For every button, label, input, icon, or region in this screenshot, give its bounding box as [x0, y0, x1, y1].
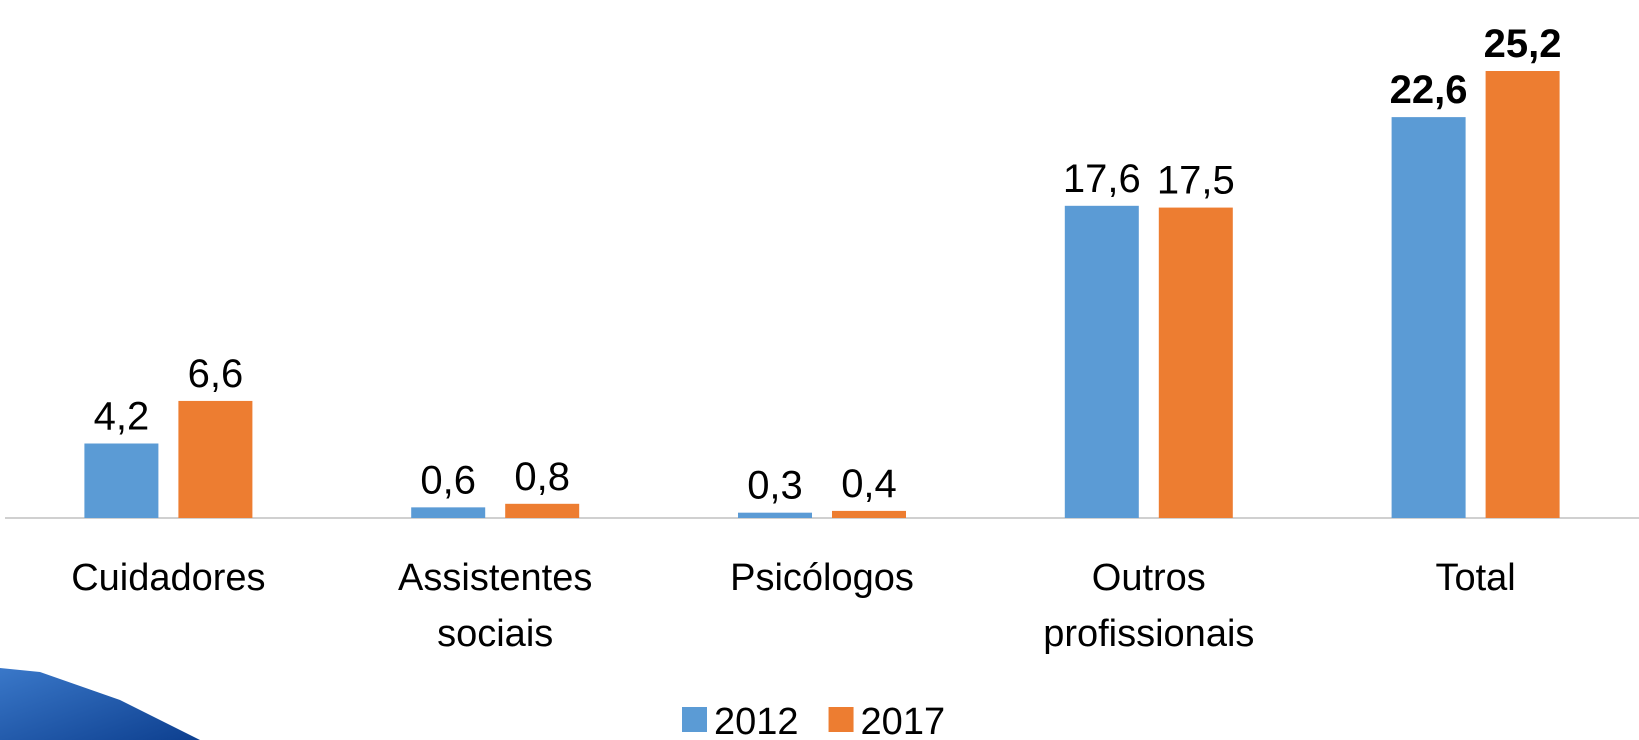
x-tick-label: Assistentes sociais — [370, 550, 620, 662]
x-tick-label: Cuidadores — [43, 550, 293, 606]
bar — [84, 444, 158, 519]
bar — [1486, 71, 1560, 518]
bar — [738, 513, 812, 518]
bar — [1392, 117, 1466, 518]
bar — [505, 504, 579, 518]
bar — [1065, 206, 1139, 518]
data-label: 6,6 — [188, 352, 244, 396]
bar — [178, 401, 252, 518]
chart-page: 4,2 6,6 0,6 0,8 0,3 0,4 17,6 17,5 22,6 25,2 2012 20… — [0, 0, 1639, 740]
legend-label: 2012 — [714, 701, 799, 740]
x-tick-label: Psicólogos — [697, 550, 947, 606]
data-label: 25,2 — [1484, 22, 1562, 66]
chart: 4,2 6,6 0,6 0,8 0,3 0,4 17,6 17,5 22,6 25,2 2012 20… — [0, 0, 1639, 740]
bar — [832, 511, 906, 518]
legend-swatch — [829, 707, 854, 732]
x-tick-label: Outros profissionais — [1024, 550, 1274, 662]
x-tick-label: Total — [1351, 550, 1601, 606]
bar — [1159, 208, 1233, 518]
bar — [411, 507, 485, 518]
data-label: 4,2 — [94, 395, 150, 439]
legend-label: 2017 — [861, 701, 946, 740]
legend-swatch — [682, 707, 707, 732]
data-label: 0,3 — [747, 464, 803, 508]
data-label: 0,8 — [514, 455, 570, 499]
data-label: 0,6 — [420, 458, 476, 502]
data-label: 17,5 — [1157, 159, 1235, 203]
data-label: 22,6 — [1390, 68, 1468, 112]
data-label: 17,6 — [1063, 157, 1141, 201]
decoration — [0, 668, 200, 740]
data-label: 0,4 — [841, 462, 897, 506]
